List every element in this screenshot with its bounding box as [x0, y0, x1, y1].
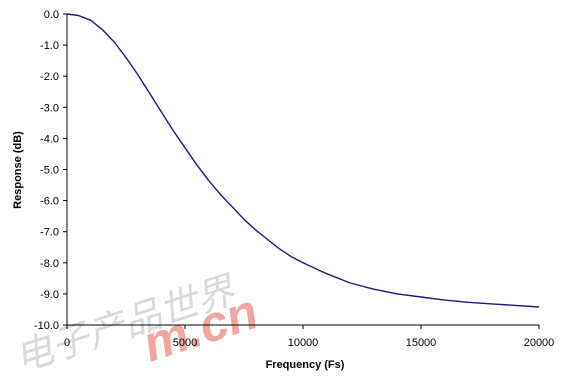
- x-tick-label: 10000: [288, 337, 319, 349]
- y-tick-label: -6.0: [40, 196, 59, 208]
- y-tick-label: -1.0: [40, 40, 59, 52]
- plot-area: 0.0 -1.0 -2.0 -3.0 -4.0 -5.0 -6.0 -7.0 -8.0 -9.0 -…: [34, 9, 554, 349]
- y-tick-label: -8.0: [40, 258, 59, 270]
- y-tick-label: -3.0: [40, 102, 59, 114]
- y-tick-label: 0.0: [44, 9, 59, 21]
- x-tick-label: 20000: [524, 337, 555, 349]
- y-tick-label: -2.0: [40, 71, 59, 83]
- x-axis-title: Frequency (Fs): [266, 359, 345, 371]
- response-curve: [66, 13, 540, 308]
- y-tick-label: -7.0: [40, 227, 59, 239]
- x-tick-label: 15000: [406, 337, 437, 349]
- y-axis-title: Response (dB): [12, 131, 24, 209]
- x-tick-label: 0: [64, 337, 70, 349]
- y-tick-label: -4.0: [40, 133, 59, 145]
- x-tick-label: 5000: [173, 337, 197, 349]
- y-tick-label: -5.0: [40, 165, 59, 177]
- y-tick-label: -9.0: [40, 289, 59, 301]
- y-tick-label: -10.0: [34, 320, 59, 332]
